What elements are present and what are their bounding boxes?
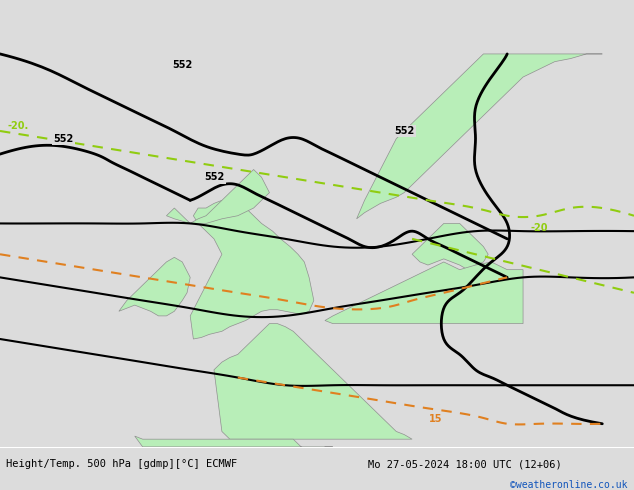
Text: ©weatheronline.co.uk: ©weatheronline.co.uk: [510, 480, 628, 490]
Text: Height/Temp. 500 hPa [gdmp][°C] ECMWF: Height/Temp. 500 hPa [gdmp][°C] ECMWF: [6, 459, 238, 469]
Polygon shape: [190, 200, 314, 339]
Text: 552: 552: [53, 134, 74, 144]
Polygon shape: [214, 323, 412, 439]
Text: 552: 552: [204, 172, 224, 182]
Text: 552: 552: [172, 60, 192, 70]
Text: 15: 15: [429, 414, 443, 424]
Polygon shape: [166, 170, 269, 223]
Polygon shape: [412, 223, 488, 270]
Polygon shape: [325, 262, 523, 323]
Text: Mo 27-05-2024 18:00 UTC (12+06): Mo 27-05-2024 18:00 UTC (12+06): [368, 459, 562, 469]
Polygon shape: [134, 436, 333, 455]
Text: -20.: -20.: [8, 122, 29, 131]
Text: 552: 552: [394, 126, 414, 136]
Polygon shape: [356, 54, 602, 219]
Text: -20: -20: [531, 223, 548, 233]
Polygon shape: [119, 257, 190, 316]
